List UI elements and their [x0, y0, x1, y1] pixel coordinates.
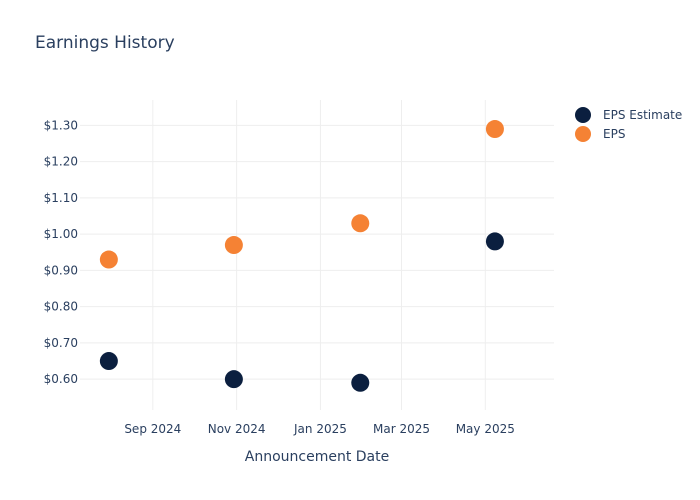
y-tick-label: $1.00	[44, 227, 78, 241]
legend-item-eps-estimate[interactable]: EPS Estimate	[575, 107, 682, 123]
x-axis-title: Announcement Date	[245, 449, 389, 465]
legend-marker	[575, 107, 591, 123]
y-tick-label: $0.70	[44, 336, 78, 350]
grid-layer	[80, 100, 554, 410]
data-points	[99, 120, 504, 392]
x-tick-label: Nov 2024	[208, 422, 266, 436]
x-tick-label: Sep 2024	[124, 422, 181, 436]
chart-title: Earnings History	[35, 33, 175, 53]
point-eps[interactable]	[485, 120, 504, 139]
y-tick-label: $1.30	[44, 118, 78, 132]
y-tick-label: $0.80	[44, 300, 78, 314]
x-tick-label: May 2025	[456, 422, 515, 436]
point-eps-estimate[interactable]	[99, 352, 118, 371]
point-eps[interactable]	[351, 214, 370, 233]
point-eps-estimate[interactable]	[485, 232, 504, 251]
legend[interactable]: EPS Estimate EPS	[575, 107, 682, 142]
legend-marker	[575, 126, 591, 142]
x-tick-label: Mar 2025	[373, 422, 430, 436]
legend-label: EPS	[603, 127, 625, 141]
y-tick-label: $1.20	[44, 155, 78, 169]
y-tick-label: $1.10	[44, 191, 78, 205]
y-axis-ticks: $0.60 $0.70 $0.80 $0.90 $1.00 $1.10 $1.20 $1.30	[44, 118, 78, 386]
point-eps[interactable]	[224, 236, 243, 255]
legend-item-eps[interactable]: EPS	[575, 126, 625, 142]
y-tick-label: $0.90	[44, 263, 78, 277]
legend-label: EPS Estimate	[603, 108, 682, 122]
x-axis-ticks: Sep 2024 Nov 2024 Jan 2025 Mar 2025 May 2025	[124, 422, 515, 436]
x-tick-label: Jan 2025	[293, 422, 347, 436]
point-eps-estimate[interactable]	[351, 373, 370, 392]
point-eps-estimate[interactable]	[224, 370, 243, 389]
y-tick-label: $0.60	[44, 372, 78, 386]
point-eps[interactable]	[99, 250, 118, 269]
